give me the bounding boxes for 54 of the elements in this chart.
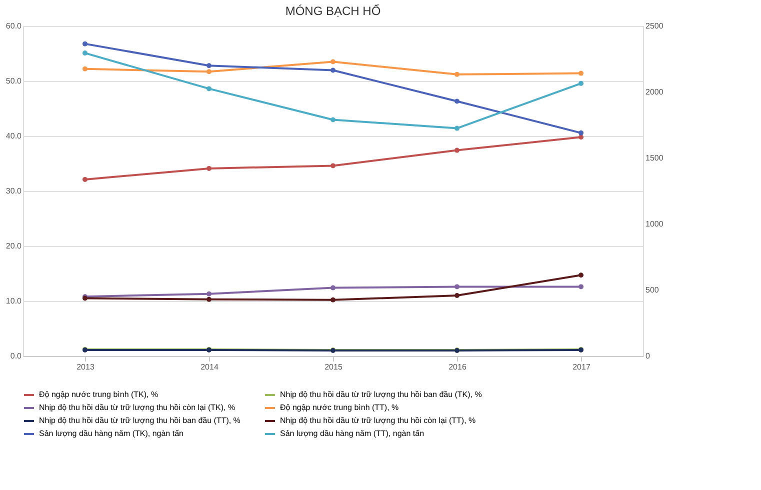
point (206, 63, 212, 68)
point (330, 117, 336, 122)
point (82, 176, 88, 182)
legend-label: Nhịp độ thu hồi dầu từ trữ lượng thu hồi ban đầu (TT), % (39, 416, 240, 425)
point (454, 293, 460, 298)
legend-label: Độ ngập nước trung bình (TK), % (39, 390, 158, 399)
y2-tick-label: 2000 (646, 88, 664, 96)
x-tick-label: 2017 (572, 362, 591, 372)
point (206, 296, 212, 302)
point (82, 41, 88, 46)
y2-tick-label: 1500 (646, 154, 664, 162)
point (82, 50, 88, 56)
legend-label: Nhịp độ thu hồi dầu từ trữ lượng thu hồi ban đầu (TK), % (280, 390, 482, 399)
x-tick-label: 2015 (324, 362, 343, 372)
y2-tick-label: 1000 (646, 220, 664, 228)
y2-tick-label: 500 (646, 286, 660, 294)
y-tick-label: 30.0 (6, 186, 22, 196)
point (578, 80, 584, 86)
point (330, 285, 336, 290)
y-tick-label: 10.0 (6, 296, 22, 306)
x-tick-label: 2016 (448, 362, 467, 372)
point (454, 126, 460, 131)
y-tick-label: 60.0 (6, 22, 22, 30)
x-tick-label: 2013 (76, 362, 95, 372)
y-tick-label: 20.0 (6, 242, 22, 250)
y2-tick-label: 0 (646, 352, 650, 360)
chart-title: MÓNG BẠCH HỔ (285, 4, 381, 18)
point (206, 86, 212, 92)
legend-label: Nhịp độ thu hồi dầu từ trữ lượng thu hồi còn lại (TT), % (280, 416, 476, 425)
y2-tick-label: 2500 (646, 22, 664, 30)
y-tick-label: 0.0 (10, 352, 22, 360)
point (206, 166, 212, 171)
legend-label: Sản lượng dầu hàng năm (TK), ngàn tấn (39, 429, 184, 438)
point (578, 284, 584, 290)
point (206, 291, 212, 296)
point (454, 98, 460, 104)
point (578, 272, 584, 278)
legend-label: Độ ngập nước trung bình (TT), % (280, 403, 399, 412)
point (82, 66, 88, 72)
point (578, 130, 584, 136)
x-tick-label: 2014 (200, 362, 219, 372)
point (330, 297, 336, 302)
point (454, 72, 460, 77)
y-tick-label: 40.0 (6, 132, 22, 140)
point (454, 148, 460, 153)
point (206, 69, 212, 74)
point (454, 284, 460, 290)
point (330, 68, 336, 73)
point (330, 163, 336, 168)
point (578, 70, 584, 76)
y-tick-label: 50.0 (6, 76, 22, 86)
legend-label: Nhịp độ thu hồi dầu từ trữ lượng thu hồi còn lại (TK), % (39, 403, 236, 412)
legend-label: Sản lượng dầu hàng năm (TT), ngàn tấn (280, 429, 424, 438)
point (330, 59, 336, 64)
